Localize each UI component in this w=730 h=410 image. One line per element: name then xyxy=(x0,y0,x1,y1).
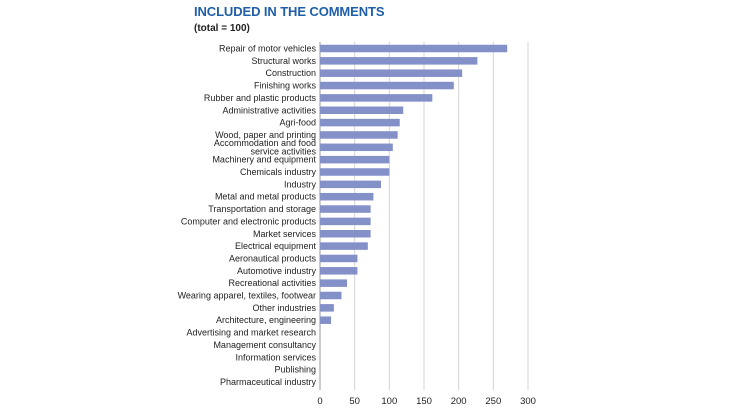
category-label: Repair of motor vehicles xyxy=(219,44,317,54)
x-tick-label: 0 xyxy=(317,396,322,407)
category-label: Publishing xyxy=(274,365,316,375)
bar xyxy=(320,69,463,77)
category-label: Transportation and storage xyxy=(208,204,316,214)
bar xyxy=(320,267,358,275)
category-label: Structural works xyxy=(251,56,316,66)
bar xyxy=(320,131,398,139)
category-label: Administrative activities xyxy=(222,105,316,115)
bar xyxy=(320,57,478,65)
category-label: Information services xyxy=(235,352,316,362)
category-label: Architecture, engineering xyxy=(216,315,316,325)
category-label: Electrical equipment xyxy=(235,241,317,251)
category-label-line: Accommodation and food xyxy=(214,138,316,148)
category-labels: Repair of motor vehicles Structural works… xyxy=(178,44,317,387)
bar xyxy=(320,304,334,312)
bar xyxy=(320,44,508,53)
bar xyxy=(320,242,368,250)
category-label: Other industries xyxy=(252,303,316,313)
bar xyxy=(320,168,390,176)
category-label: Construction xyxy=(265,68,316,78)
bar xyxy=(320,316,332,324)
category-label: Automotive industry xyxy=(237,266,317,276)
x-tick-label: 50 xyxy=(349,396,360,407)
category-label: Recreational activities xyxy=(228,278,316,288)
bar xyxy=(320,279,348,287)
bar xyxy=(320,94,433,102)
category-label: Agri-food xyxy=(279,118,316,128)
category-label: Aeronautical products xyxy=(229,253,317,263)
bar xyxy=(320,205,371,213)
bar xyxy=(320,291,342,300)
category-label: Wearing apparel, textiles, footwear xyxy=(178,291,316,301)
bar xyxy=(320,180,382,189)
x-tick-label: 250 xyxy=(485,396,501,407)
chart-subtitle: (total = 100) xyxy=(194,23,250,34)
category-label: Accommodation and food service activities xyxy=(214,138,317,156)
category-label: Market services xyxy=(253,229,317,239)
category-label: Computer and electronic products xyxy=(181,216,317,226)
bar xyxy=(320,254,358,263)
category-label: Metal and metal products xyxy=(215,192,317,202)
x-tick-label: 150 xyxy=(416,396,432,407)
bar xyxy=(320,81,454,90)
bar xyxy=(320,143,393,152)
bar xyxy=(320,230,371,238)
category-label-line: service activities xyxy=(250,147,316,157)
x-tick-label: 200 xyxy=(451,396,467,407)
category-label: Advertising and market research xyxy=(186,328,316,338)
x-tick-label: 300 xyxy=(520,396,536,407)
x-tick-label: 100 xyxy=(381,396,397,407)
category-label: Machinery and equipment xyxy=(212,155,316,165)
x-tick-labels: 0 50 100 150 200 250 300 xyxy=(317,396,536,407)
category-label: Pharmaceutical industry xyxy=(220,377,317,387)
category-label: Finishing works xyxy=(254,81,317,91)
bar xyxy=(320,217,371,226)
bar xyxy=(320,155,390,164)
category-label: Rubber and plastic products xyxy=(204,93,317,103)
category-label: Wood, paper and printing xyxy=(215,130,316,140)
category-label: Chemicals industry xyxy=(240,167,317,177)
bar xyxy=(320,106,404,114)
category-label: Management consultancy xyxy=(213,340,316,350)
category-label: Industry xyxy=(284,179,317,189)
bar xyxy=(320,118,400,127)
bars xyxy=(320,44,508,324)
bar xyxy=(320,192,374,201)
chart-title: INCLUDED IN THE COMMENTS xyxy=(194,4,385,19)
